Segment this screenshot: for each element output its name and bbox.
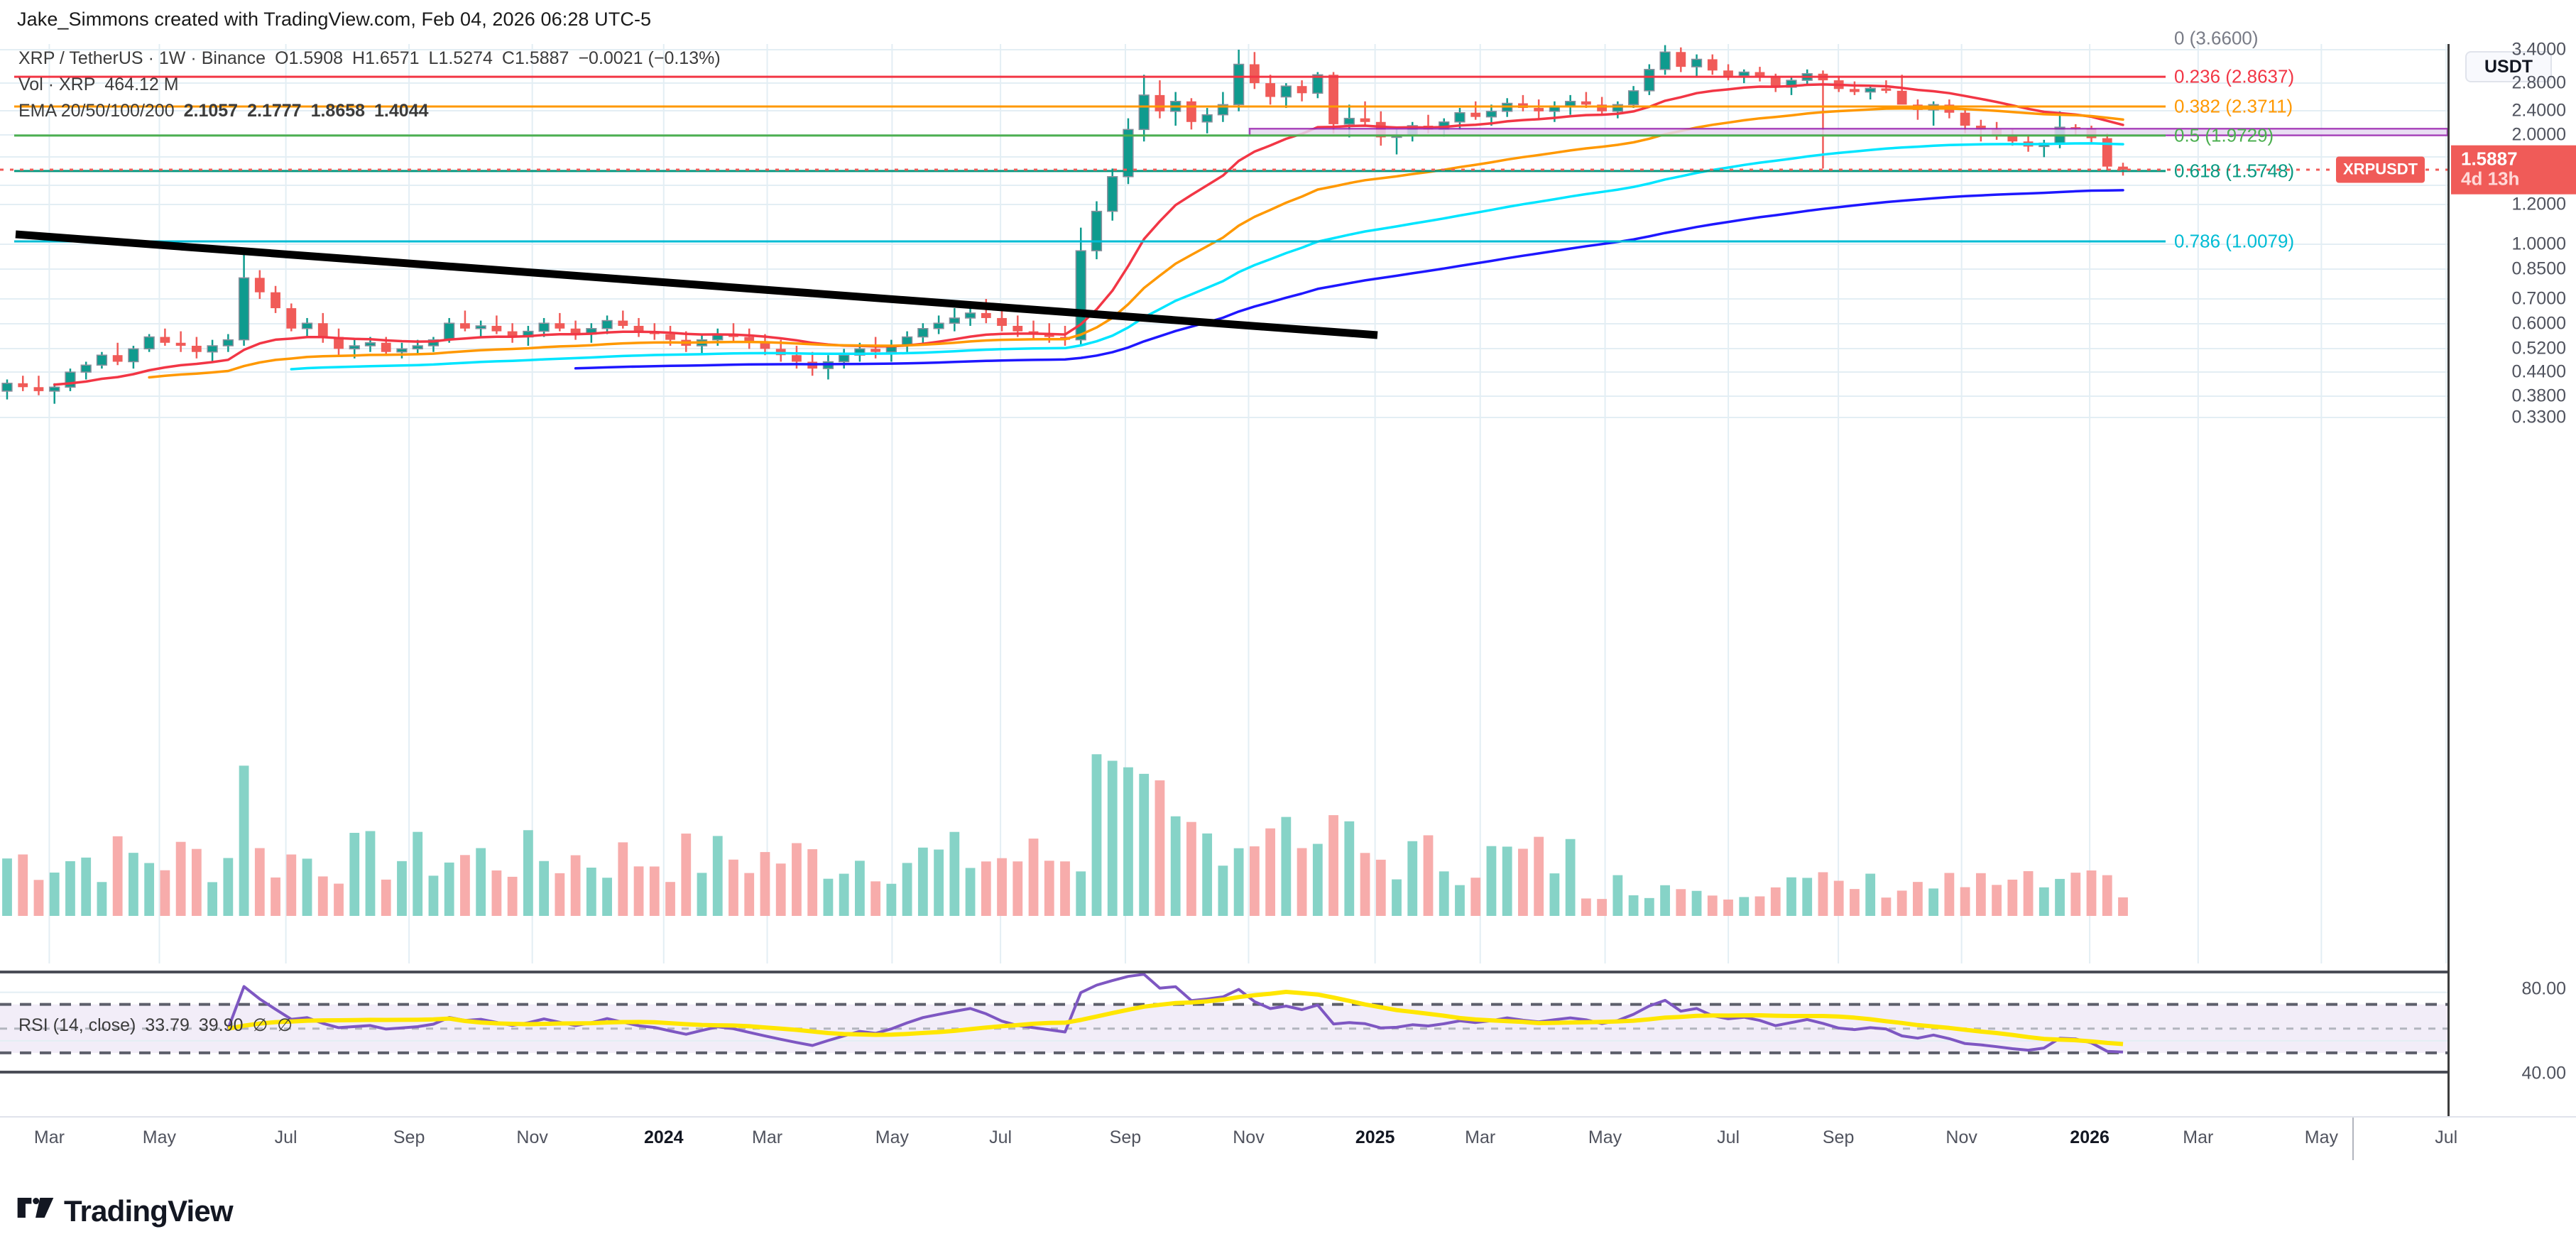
current-price-value: 1.5887: [2461, 148, 2518, 170]
time-axis-label-2025: 2025: [1355, 1127, 1395, 1147]
time-axis[interactable]: Mar May Jul Sep Nov 2024 Mar May Jul Sep Nov 2025 Ma…: [0, 1116, 2576, 1174]
current-price-badge: 1.5887 4d 13h: [2451, 145, 2576, 195]
time-axis-label-jul: Jul: [2435, 1127, 2458, 1147]
rsi-tick-40.00: 40.00: [2521, 1063, 2566, 1083]
fib-label-0-5: 0.5 (1.9729): [2174, 124, 2274, 146]
time-axis-label-nov: Nov: [516, 1127, 548, 1147]
tradingview-logo: TradingView: [17, 1194, 234, 1228]
attribution-text: Jake_Simmons created with TradingView.co…: [17, 9, 652, 30]
chart-canvas: [0, 44, 2447, 1074]
time-axis-label-may: May: [875, 1127, 909, 1147]
time-axis-separator: [2352, 1118, 2354, 1160]
rsi-tick-80.00: 80.00: [2521, 978, 2566, 999]
price-tick-0.4400: 0.4400: [2511, 361, 2566, 382]
time-axis-label-may: May: [2304, 1127, 2338, 1147]
time-axis-label-mar: Mar: [752, 1127, 783, 1147]
fib-label-0-236: 0.236 (2.8637): [2174, 65, 2295, 87]
grid-lines: [0, 44, 2447, 963]
tradingview-mark-icon: [17, 1198, 54, 1218]
symbol-price-tag: XRPUSDT: [2336, 156, 2425, 183]
time-axis-label-jul: Jul: [1717, 1127, 1740, 1147]
volume-series: [2, 754, 2128, 916]
fib-label-0-786: 0.786 (1.0079): [2174, 230, 2295, 252]
tradingview-wordmark: TradingView: [64, 1194, 234, 1228]
price-tick-1.2000: 1.2000: [2511, 194, 2566, 214]
time-axis-label-jul: Jul: [989, 1127, 1013, 1147]
time-axis-label-mar: Mar: [1465, 1127, 1496, 1147]
price-tick-1.0000: 1.0000: [2511, 234, 2566, 254]
descending-trendline[interactable]: [15, 230, 1378, 339]
fib-label-0: 0 (3.6600): [2174, 27, 2259, 49]
price-plot-area[interactable]: [0, 44, 2447, 1116]
time-axis-label-2026: 2026: [2070, 1127, 2110, 1147]
time-axis-label-mar: Mar: [33, 1127, 65, 1147]
price-tick-3.4000: 3.4000: [2511, 39, 2566, 60]
time-axis-label-sep: Sep: [393, 1127, 425, 1147]
currency-badge[interactable]: USDT: [2465, 51, 2552, 82]
price-tick-2.0000: 2.0000: [2511, 124, 2566, 145]
price-axis[interactable]: USDT 3.40002.80002.40002.00001.70001.400…: [2447, 40, 2576, 1116]
fib-label-0-618: 0.618 (1.5748): [2174, 160, 2295, 182]
ema-200-line: [574, 189, 2124, 370]
time-axis-label-nov: Nov: [1945, 1127, 1977, 1147]
rsi-panel[interactable]: [0, 973, 2447, 1074]
rsi-line: [227, 973, 2124, 1054]
time-axis-label-sep: Sep: [1109, 1127, 1142, 1147]
ema-100-line: [290, 142, 2124, 371]
rsi-ma-line: [227, 990, 2124, 1047]
price-tick-2.4000: 2.4000: [2511, 100, 2566, 121]
time-axis-label-2024: 2024: [643, 1127, 684, 1147]
time-axis-label-sep: Sep: [1822, 1127, 1855, 1147]
price-tick-2.8000: 2.8000: [2511, 72, 2566, 93]
price-tick-0.5200: 0.5200: [2511, 338, 2566, 359]
time-axis-label-may: May: [1588, 1127, 1622, 1147]
price-tick-0.3300: 0.3300: [2511, 407, 2566, 427]
price-tick-0.6000: 0.6000: [2511, 313, 2566, 334]
candlestick-series[interactable]: [1, 45, 2128, 404]
time-axis-label-jul: Jul: [274, 1127, 298, 1147]
price-tick-0.7000: 0.7000: [2511, 288, 2566, 309]
ema-50-line: [148, 107, 2124, 379]
price-tick-0.8500: 0.8500: [2511, 258, 2566, 279]
price-tick-0.3800: 0.3800: [2511, 386, 2566, 406]
time-axis-label-nov: Nov: [1233, 1127, 1265, 1147]
time-axis-label-may: May: [142, 1127, 177, 1147]
chart-frame: USDT 3.40002.80002.40002.00001.70001.400…: [0, 40, 2576, 1116]
time-axis-label-mar: Mar: [2183, 1127, 2214, 1147]
fib-label-0-382: 0.382 (2.3711): [2174, 95, 2293, 117]
bar-countdown: 4d 13h: [2461, 168, 2520, 190]
